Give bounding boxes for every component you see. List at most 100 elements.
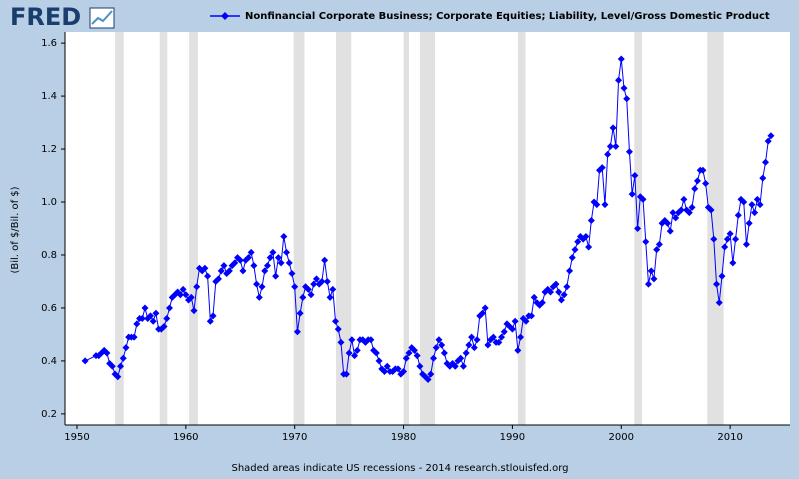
x-tick-label: 1970 (282, 432, 307, 443)
data-point (734, 211, 742, 219)
data-point (647, 267, 655, 275)
data-point (707, 206, 715, 214)
data-point (563, 283, 571, 291)
data-point (702, 179, 710, 187)
y-tick-label: 0.8 (41, 250, 57, 261)
data-point (193, 283, 201, 291)
data-point (478, 309, 486, 317)
data-point (190, 307, 198, 315)
data-point (236, 256, 244, 264)
data-point (321, 256, 329, 264)
data-point (457, 354, 465, 362)
recession-band (293, 32, 305, 425)
data-point (462, 349, 470, 357)
data-point (231, 259, 239, 267)
data-point (699, 166, 707, 174)
data-point (767, 132, 775, 140)
data-point (508, 325, 516, 333)
data-point (307, 291, 315, 299)
logo-text: FRED (10, 3, 81, 31)
data-point (163, 315, 171, 323)
data-point (258, 283, 266, 291)
data-point (721, 243, 729, 251)
data-point (726, 230, 734, 238)
data-point (277, 259, 285, 267)
data-point (312, 275, 320, 283)
data-point (304, 285, 312, 293)
data-point (337, 338, 345, 346)
data-point (266, 254, 274, 262)
x-tick-label: 2000 (609, 432, 634, 443)
data-point (465, 341, 473, 349)
data-point (187, 293, 195, 301)
y-tick-label: 0.2 (41, 409, 57, 420)
data-point (481, 304, 489, 312)
recession-band (403, 32, 409, 425)
data-point (680, 195, 688, 203)
data-point (394, 365, 402, 373)
y-tick-label: 1.2 (41, 144, 57, 155)
data-point (214, 275, 222, 283)
data-point (669, 209, 677, 217)
data-point (247, 248, 255, 256)
data-point (571, 246, 579, 254)
data-point (685, 209, 693, 217)
data-point (693, 177, 701, 185)
data-point (451, 362, 459, 370)
y-tick-label: 1.0 (41, 197, 57, 208)
data-point (642, 238, 650, 246)
data-point (628, 190, 636, 198)
data-point (274, 254, 282, 262)
data-point (149, 317, 157, 325)
data-point (568, 254, 576, 262)
data-point (762, 158, 770, 166)
data-point (759, 174, 767, 182)
data-point (723, 235, 731, 243)
data-point (498, 333, 506, 341)
data-point (639, 195, 647, 203)
data-point (664, 219, 672, 227)
data-point (293, 328, 301, 336)
data-point (299, 293, 307, 301)
recession-band (159, 32, 168, 425)
y-tick-label: 1.4 (41, 91, 57, 102)
data-point (138, 315, 146, 323)
data-point (201, 264, 209, 272)
data-point (345, 349, 353, 357)
data-point (715, 299, 723, 307)
data-point (500, 328, 508, 336)
data-point (582, 232, 590, 240)
data-point (367, 336, 375, 344)
x-tick-label: 2010 (717, 432, 742, 443)
data-point (522, 317, 530, 325)
data-point (740, 198, 748, 206)
data-point (239, 267, 247, 275)
data-point (413, 352, 421, 360)
data-point (375, 357, 383, 365)
data-point (713, 280, 721, 288)
data-point (310, 280, 318, 288)
data-point (615, 76, 623, 84)
data-point (160, 322, 168, 330)
data-point (612, 142, 620, 150)
data-point (261, 267, 269, 275)
data-point (748, 201, 756, 209)
x-tick-label: 1960 (173, 432, 198, 443)
data-point (435, 336, 443, 344)
data-point (381, 368, 389, 376)
data-point (718, 272, 726, 280)
data-point (587, 217, 595, 225)
data-point (291, 283, 299, 291)
recession-band (336, 32, 352, 425)
data-point (255, 293, 263, 301)
data-point (574, 238, 582, 246)
data-point (383, 362, 391, 370)
data-point (672, 214, 680, 222)
recession-band (517, 32, 526, 425)
data-point (511, 317, 519, 325)
data-point (710, 235, 718, 243)
data-point (348, 336, 356, 344)
data-point (220, 262, 228, 270)
data-point (753, 195, 761, 203)
